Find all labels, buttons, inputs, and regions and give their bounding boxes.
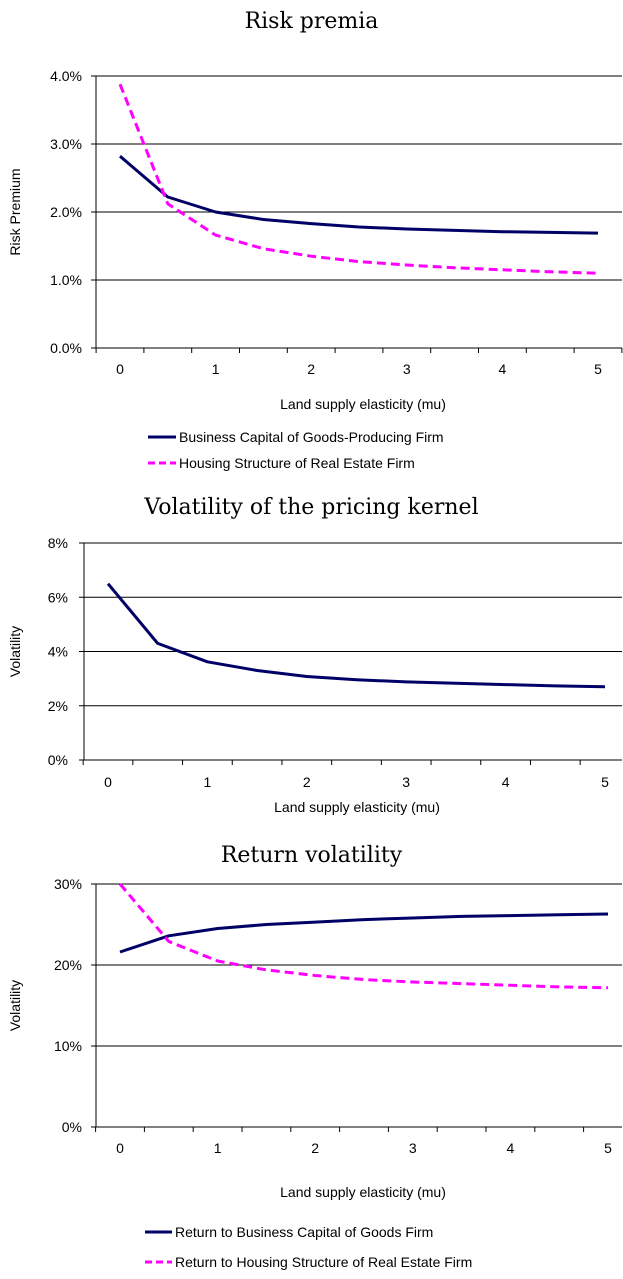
series-line-1 [119, 155, 599, 235]
x-tick-label: 0 [104, 774, 112, 790]
x-tick-label: 4 [499, 361, 507, 377]
chart-3: Return volatility 0% 10% 20% 30% 0 1 2 3 4 5 Land s… [7, 843, 622, 1270]
series-line-2 [118, 83, 599, 275]
x-tick-label: 3 [403, 361, 411, 377]
y-axis-label: Volatility [7, 980, 23, 1031]
y-tick-label: 3.0% [50, 136, 82, 152]
y-tick-label: 4% [48, 644, 68, 660]
series-line-1 [119, 912, 609, 954]
x-tick-label: 2 [303, 774, 311, 790]
x-tick-label: 0 [116, 361, 124, 377]
y-axis-label: Volatility [7, 626, 23, 677]
x-tick-label: 5 [601, 774, 609, 790]
y-tick-label: 10% [54, 1038, 82, 1054]
chart-2: Volatility of the pricing kernel 0% 2% 4% 6%… [7, 495, 622, 815]
y-axis-label: Risk Premium [7, 168, 23, 255]
x-tick-label: 5 [604, 1140, 612, 1156]
series-line-2 [118, 883, 609, 990]
legend-label: Business Capital of Goods-Producing Firm [179, 429, 444, 445]
x-tick-label: 4 [502, 774, 510, 790]
legend-label: Return to Business Capital of Goods Firm [175, 1224, 433, 1240]
chart-title: Risk premia [245, 9, 379, 34]
legend-label: Housing Structure of Real Estate Firm [179, 455, 415, 471]
legend-label: Return to Housing Structure of Real Esta… [175, 1254, 472, 1270]
y-tick-label: 6% [48, 589, 68, 605]
y-tick-label: 8% [48, 535, 68, 551]
y-tick-label: 0.0% [50, 340, 82, 356]
chart-title: Volatility of the pricing kernel [143, 495, 478, 520]
y-tick-label: 20% [54, 957, 82, 973]
y-tick-label: 2.0% [50, 204, 82, 220]
y-tick-label: 0% [48, 752, 68, 768]
chart-1: Risk premia 0.0% 1.0% 2.0% 3.0% 4.0% 0 1 2 3 4 5 Lan… [7, 9, 623, 471]
x-tick-label: 1 [212, 361, 220, 377]
series-line-1 [106, 582, 606, 689]
x-tick-label: 0 [116, 1140, 124, 1156]
x-tick-label: 4 [507, 1140, 515, 1156]
y-tick-label: 0% [62, 1119, 82, 1135]
y-tick-label: 1.0% [50, 272, 82, 288]
x-tick-label: 3 [409, 1140, 417, 1156]
y-tick-label: 2% [48, 698, 68, 714]
y-tick-label: 4.0% [50, 68, 82, 84]
y-tick-label: 30% [54, 876, 82, 892]
x-axis-label: Land supply elasticity (mu) [280, 1184, 446, 1200]
x-tick-label: 5 [594, 361, 602, 377]
x-axis-label: Land supply elasticity (mu) [280, 396, 446, 412]
x-tick-label: 2 [307, 361, 315, 377]
x-tick-label: 1 [214, 1140, 222, 1156]
x-tick-label: 3 [402, 774, 410, 790]
chart-title: Return volatility [221, 843, 403, 868]
x-tick-label: 2 [311, 1140, 319, 1156]
x-axis-label: Land supply elasticity (mu) [274, 799, 440, 815]
x-tick-label: 1 [204, 774, 212, 790]
